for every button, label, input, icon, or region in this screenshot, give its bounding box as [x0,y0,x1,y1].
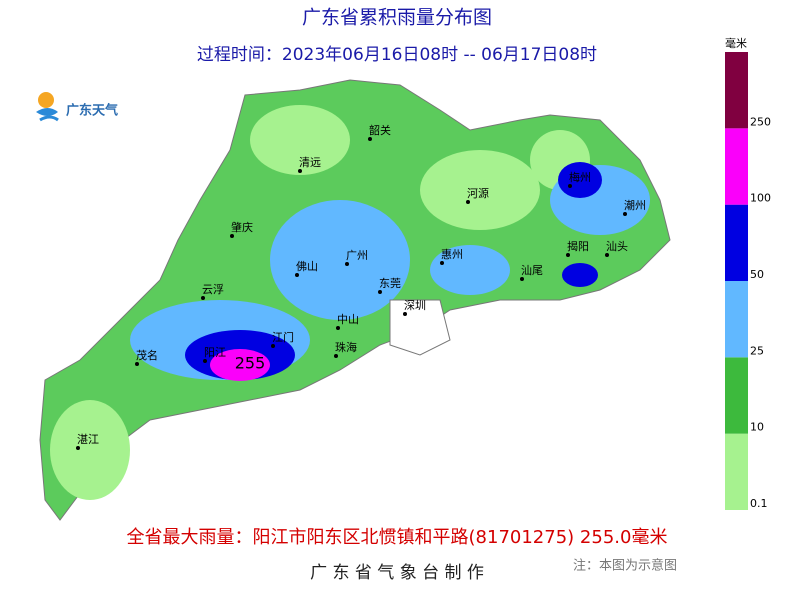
city-label: 惠州 [441,247,463,261]
city-label: 中山 [337,313,359,326]
legend-label: 25 [750,344,764,357]
city-label: 潮州 [624,198,646,212]
city-label: 汕头 [606,240,628,253]
city-label: 江门 [272,330,294,344]
legend: 毫米 0.1 10 25 50 100 250 [725,36,771,510]
max-rainfall: 全省最大雨量：阳江市阳东区北惯镇和平路(81701275) 255.0毫米 [127,527,668,548]
city-dot [203,359,207,363]
city-label: 佛山 [296,260,318,273]
city-dot [271,344,275,348]
city-dot [403,312,407,316]
legend-swatch [725,204,748,281]
city-dot [336,326,340,330]
city-label: 揭阳 [567,239,589,253]
city-label: 广州 [346,249,368,262]
city-dot [295,273,299,277]
logo-text: 广东天气 [66,103,118,119]
city-label: 湛江 [77,433,99,446]
city-dot [568,184,572,188]
legend-label: 50 [750,268,764,281]
city-label: 清远 [299,156,321,169]
city-dot [520,277,524,281]
city-dot [566,253,570,257]
legend-label: 0.1 [750,497,768,510]
legend-swatch [725,433,748,510]
city-dot [298,169,302,173]
legend-swatch [725,128,748,205]
city-dot [440,261,444,265]
city-dot [230,234,234,238]
city-dot [605,253,609,257]
legend-unit: 毫米 [725,36,747,50]
province [39,79,671,521]
legend-swatch [725,281,748,358]
city-label: 云浮 [202,283,224,296]
city-dot [76,446,80,450]
city-dot [623,212,627,216]
legend-swatch [725,357,748,434]
legend-label: 250 [750,115,771,128]
city-dot [378,290,382,294]
city-label: 韶关 [369,123,391,137]
note: 注：本图为示意图 [573,558,677,574]
city-label: 深圳 [404,299,426,312]
city-label: 阳江 [204,346,226,359]
credit: 广 东 省 气 象 台 制 作 [310,563,484,583]
city-label: 汕尾 [521,264,543,277]
legend-label: 10 [750,421,764,434]
city-dot [334,354,338,358]
city-dot [201,296,205,300]
legend-label: 100 [750,192,771,205]
city-label: 珠海 [335,340,357,354]
city-label: 河源 [467,186,489,200]
legend-swatch [725,52,748,129]
max-point-label: 255 [235,354,266,373]
title: 广东省累积雨量分布图 [302,7,492,29]
city-dot [135,362,139,366]
city-dot [466,200,470,204]
logo: 广东天气 [36,92,118,122]
city-dot [345,262,349,266]
city-label: 茂名 [136,348,158,362]
city-label: 梅州 [569,170,591,184]
city-label: 肇庆 [231,220,253,234]
subtitle: 过程时间：2023年06月16日08时 -- 06月17日08时 [197,45,597,65]
city-label: 东莞 [379,277,401,290]
city-dot [368,137,372,141]
